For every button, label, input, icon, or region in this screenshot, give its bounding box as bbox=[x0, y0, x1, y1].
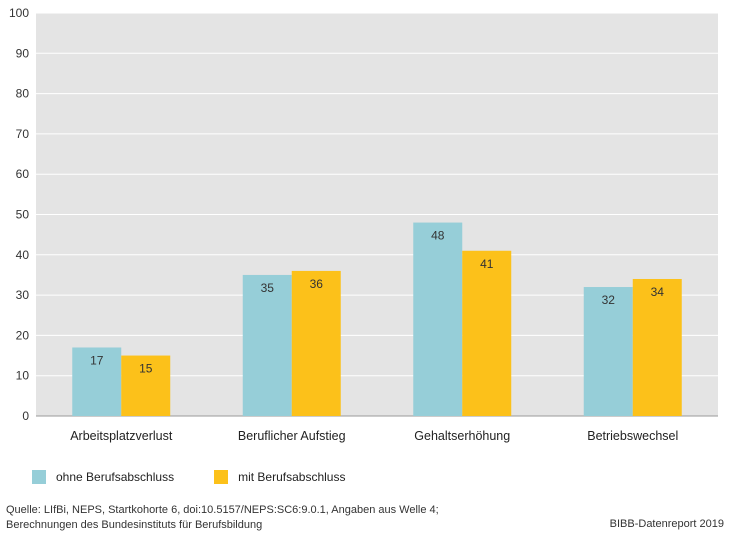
y-tick-label: 60 bbox=[16, 167, 30, 181]
data-label: 35 bbox=[261, 281, 275, 295]
legend-item-ohne: ohne Berufsabschluss bbox=[32, 470, 174, 484]
bar bbox=[121, 355, 171, 416]
data-label: 34 bbox=[651, 285, 665, 299]
legend-label-mit: mit Berufsabschluss bbox=[238, 470, 346, 484]
bar bbox=[413, 222, 463, 416]
y-tick-label: 100 bbox=[9, 6, 29, 20]
bar bbox=[242, 274, 292, 416]
source-note: Quelle: LIfBi, NEPS, Startkohorte 6, doi… bbox=[6, 503, 566, 533]
legend-swatch-mit bbox=[214, 470, 229, 484]
bar bbox=[583, 287, 633, 416]
y-tick-label: 20 bbox=[16, 328, 30, 342]
data-label: 32 bbox=[602, 293, 616, 307]
data-label: 17 bbox=[90, 353, 104, 367]
source-line-2: Berechnungen des Bundesinstituts für Ber… bbox=[6, 519, 263, 531]
y-tick-label: 40 bbox=[16, 248, 30, 262]
data-label: 41 bbox=[480, 257, 494, 271]
x-category-label: Betriebswechsel bbox=[587, 429, 678, 443]
legend-item-mit: mit Berufsabschluss bbox=[214, 470, 345, 484]
x-category-label: Beruflicher Aufstieg bbox=[238, 429, 346, 443]
bar bbox=[291, 270, 341, 416]
y-tick-label: 70 bbox=[16, 127, 30, 141]
legend-swatch-ohne bbox=[32, 470, 46, 484]
y-tick-label: 10 bbox=[16, 369, 30, 383]
bar bbox=[462, 250, 512, 416]
y-tick-label: 90 bbox=[16, 46, 30, 60]
data-label: 48 bbox=[431, 229, 445, 243]
legend: ohne Berufsabschluss mit Berufsabschluss bbox=[32, 470, 345, 484]
x-category-label: Gehaltserhöhung bbox=[414, 429, 510, 443]
data-label: 36 bbox=[310, 277, 324, 291]
bar bbox=[632, 278, 682, 416]
bar bbox=[72, 347, 122, 416]
x-category-label: Arbeitsplatzverlust bbox=[70, 429, 173, 443]
credit-note: BIBB-Datenreport 2019 bbox=[609, 518, 724, 530]
y-tick-label: 30 bbox=[16, 288, 30, 302]
source-line-1: Quelle: LIfBi, NEPS, Startkohorte 6, doi… bbox=[6, 504, 439, 516]
y-tick-label: 50 bbox=[16, 208, 30, 222]
y-tick-label: 80 bbox=[16, 87, 30, 101]
legend-label-ohne: ohne Berufsabschluss bbox=[56, 470, 175, 484]
data-label: 15 bbox=[139, 362, 153, 376]
y-tick-label: 0 bbox=[22, 409, 29, 423]
